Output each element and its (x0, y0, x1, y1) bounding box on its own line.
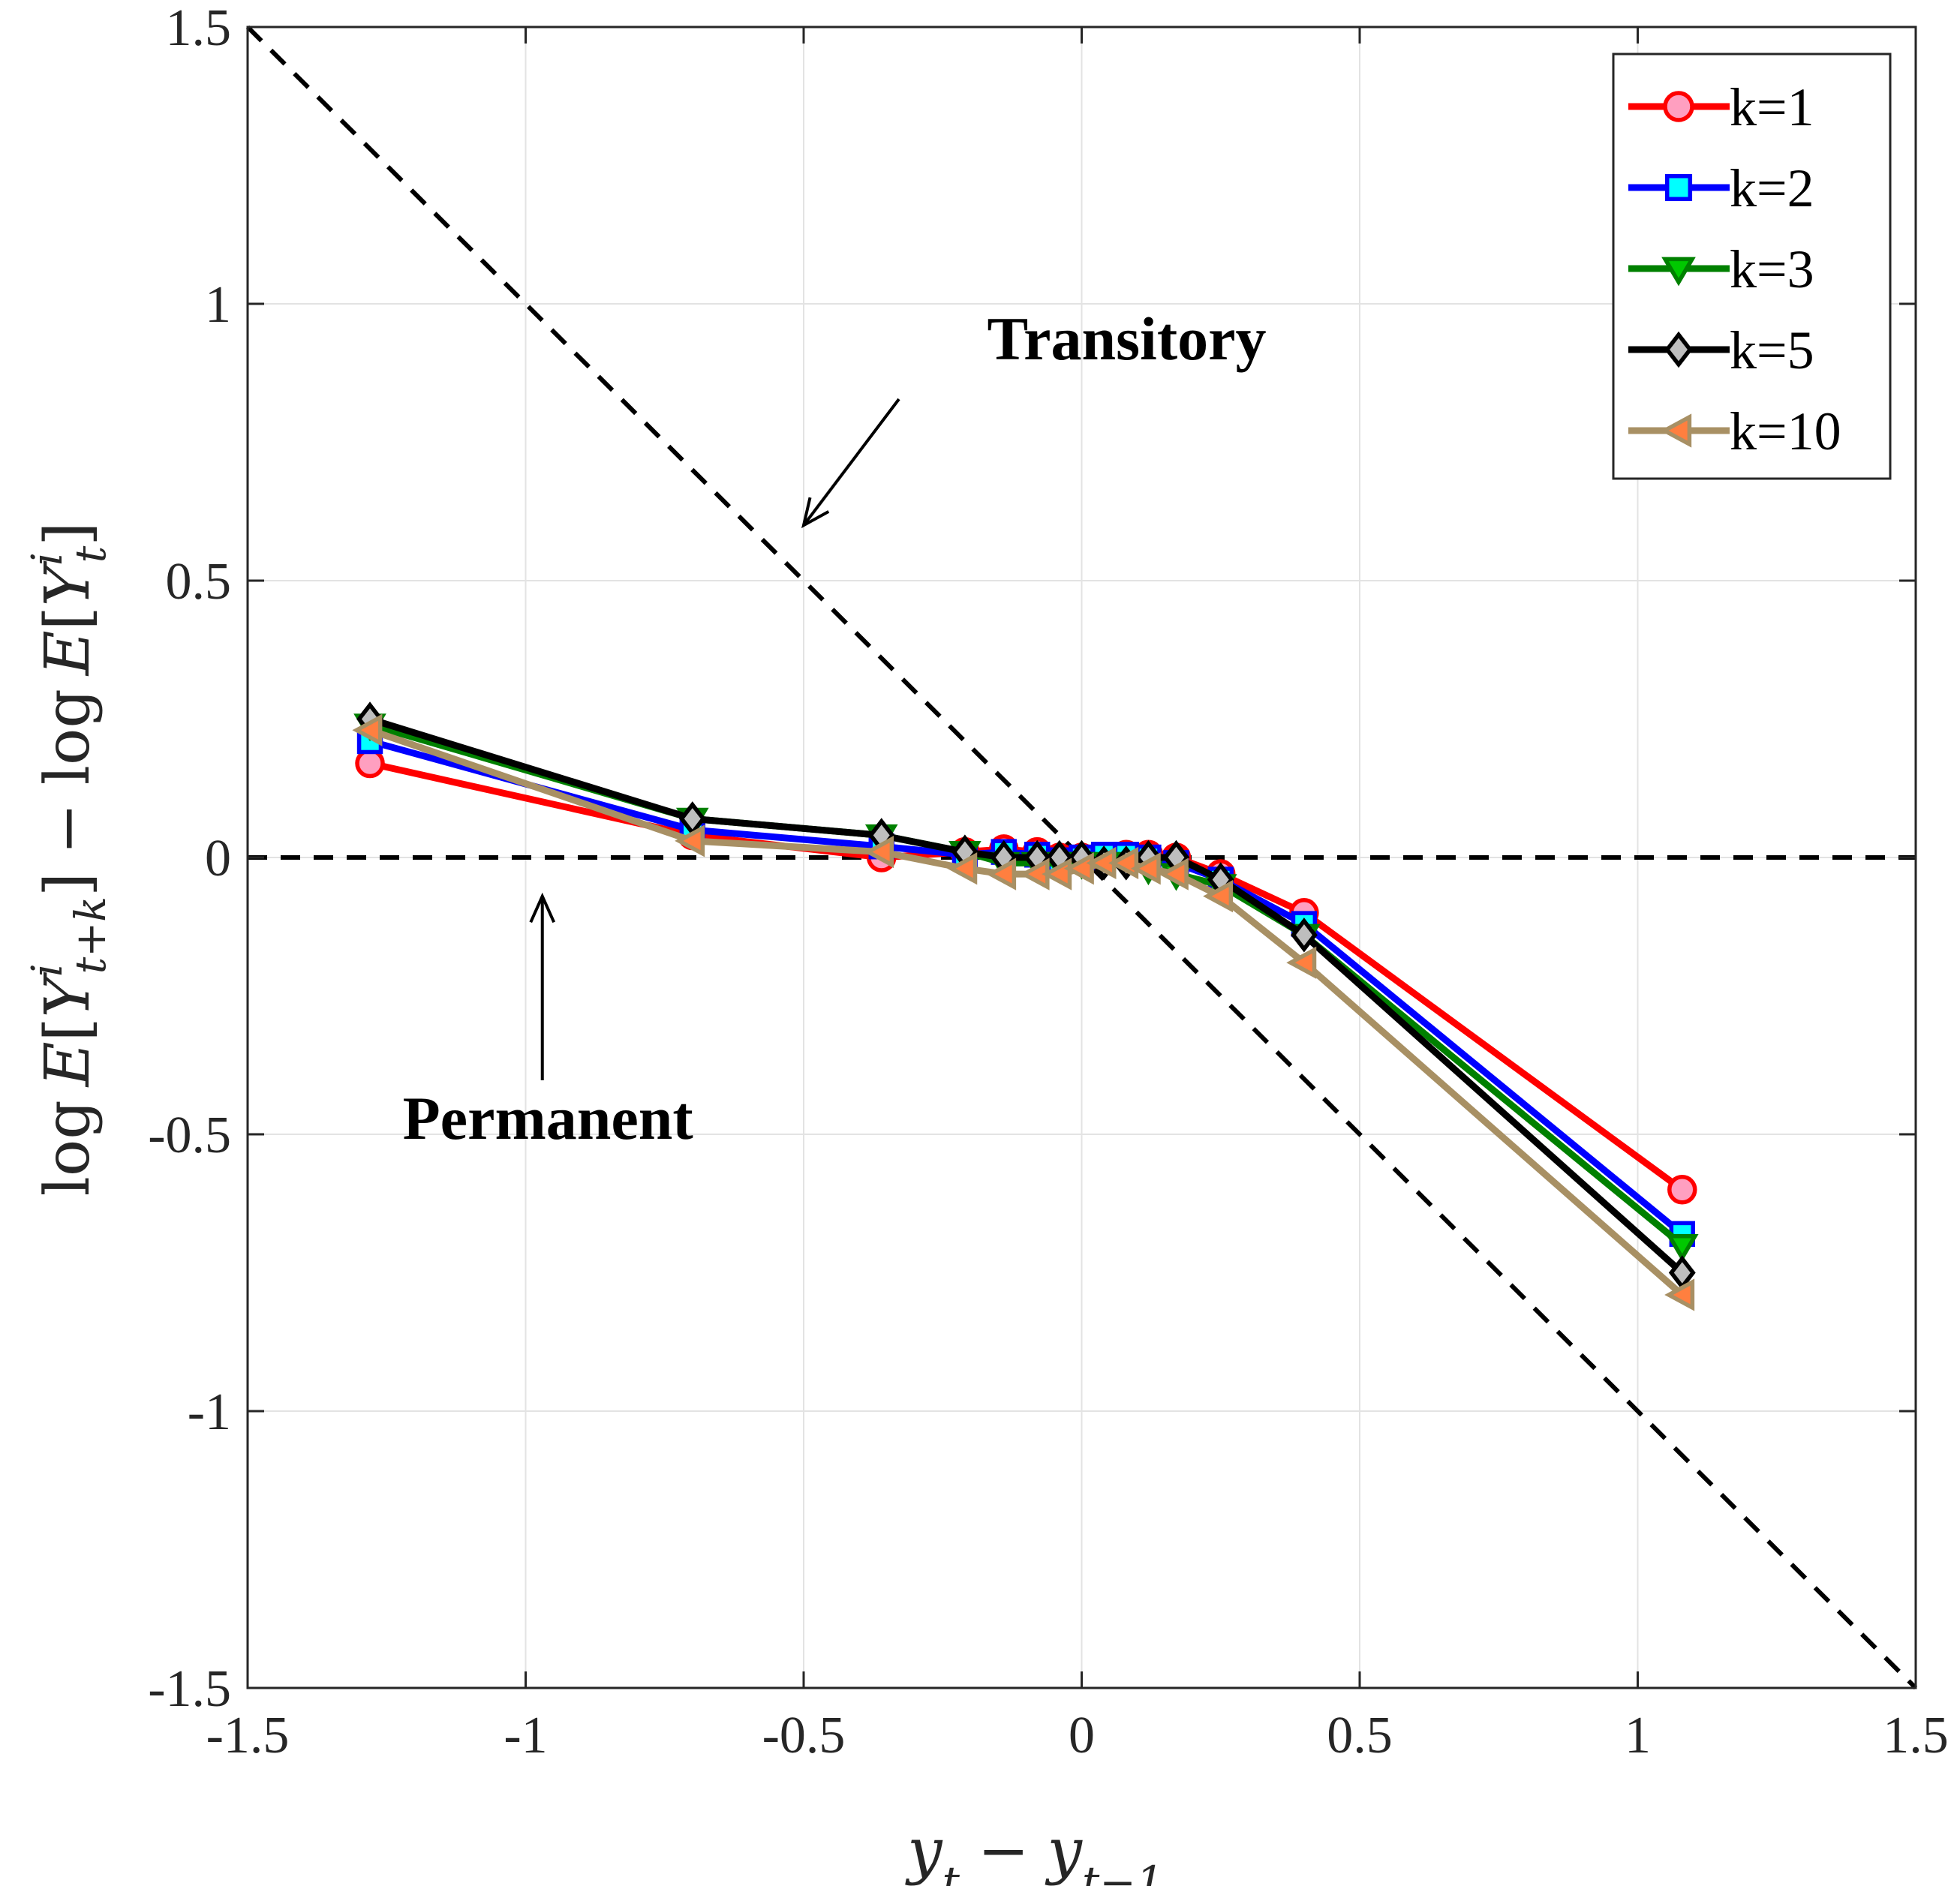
y-tick-label: 0 (205, 830, 231, 887)
x-tick-label: 0.5 (1327, 1707, 1393, 1764)
legend-marker-k=3 (1661, 257, 1696, 287)
legend-label-k=3: k=3 (1730, 239, 1814, 299)
data-point-k=1 (355, 748, 385, 779)
data-point-k=10 (1042, 857, 1072, 890)
x-tick-label: -1 (504, 1707, 547, 1764)
series-k=10 (352, 713, 1695, 1311)
legend-label-k=1: k=1 (1730, 77, 1814, 137)
data-point-k=10 (1063, 852, 1094, 885)
annotations: Transitory Permanent (403, 305, 1267, 1152)
data-point-k=10 (947, 852, 978, 885)
y-tick-label: -1.5 (148, 1660, 231, 1718)
y-tick-label: 1 (205, 276, 231, 334)
permanent-arrowhead (529, 892, 556, 923)
y-tick-label: 1.5 (166, 0, 232, 57)
x-tick-label: 0 (1069, 1707, 1095, 1764)
x-tick-label: -0.5 (762, 1707, 846, 1764)
legend-label-k=10: k=10 (1730, 401, 1841, 461)
y-axis-label: logE[Yit+k]−logE[Yit] (23, 522, 116, 1197)
data-point-k=10 (1286, 946, 1317, 979)
legend-label-k=2: k=2 (1730, 158, 1814, 218)
data-point-k=3 (1665, 1233, 1699, 1263)
annotation-transitory: Transitory (988, 305, 1267, 373)
series-group (352, 701, 1699, 1311)
legend-entries: k=1 k=2 k=3 k=5 k=10 (1628, 77, 1841, 461)
data-point-k=10 (675, 824, 705, 857)
data-point-k=10 (864, 836, 894, 869)
legend-marker-k=2 (1664, 173, 1693, 202)
y-tick-label: 0.5 (166, 553, 232, 611)
legend-label-k=5: k=5 (1730, 320, 1814, 380)
y-tick-label: -0.5 (148, 1107, 231, 1164)
legend: k=1 k=2 k=3 k=5 k=10 (1612, 53, 1892, 480)
data-point-k=10 (1108, 846, 1139, 879)
reference-line-transitory (245, 25, 1918, 1690)
transitory-arrow (802, 398, 900, 527)
legend-marker-k=1 (1663, 91, 1694, 122)
x-axis-label: yt − yt−1 (904, 1815, 1164, 1886)
annotation-permanent: Permanent (403, 1084, 693, 1152)
data-point-k=10 (1664, 1278, 1695, 1311)
legend-marker-k=5 (1664, 331, 1693, 368)
data-point-k=10 (1130, 852, 1161, 885)
x-tick-label: 1 (1625, 1707, 1651, 1764)
data-point-k=5 (1290, 917, 1318, 953)
transitory-arrowhead (801, 497, 830, 529)
axis-ticks: -1.5 -1 -0.5 0 0.5 1 1.5 -1.5 -1 -0.5 0 0.5 1 1.5 (148, 0, 1949, 1764)
data-point-k=10 (1158, 857, 1189, 890)
legend-marker-k=10 (1660, 413, 1692, 448)
x-tick-label: -1.5 (206, 1707, 290, 1764)
x-tick-label: 1.5 (1883, 1707, 1949, 1764)
data-point-k=10 (986, 857, 1017, 890)
data-point-k=10 (352, 713, 383, 746)
y-tick-label: -1 (188, 1383, 231, 1441)
data-point-k=10 (1203, 880, 1234, 913)
data-point-k=1 (1667, 1175, 1697, 1205)
